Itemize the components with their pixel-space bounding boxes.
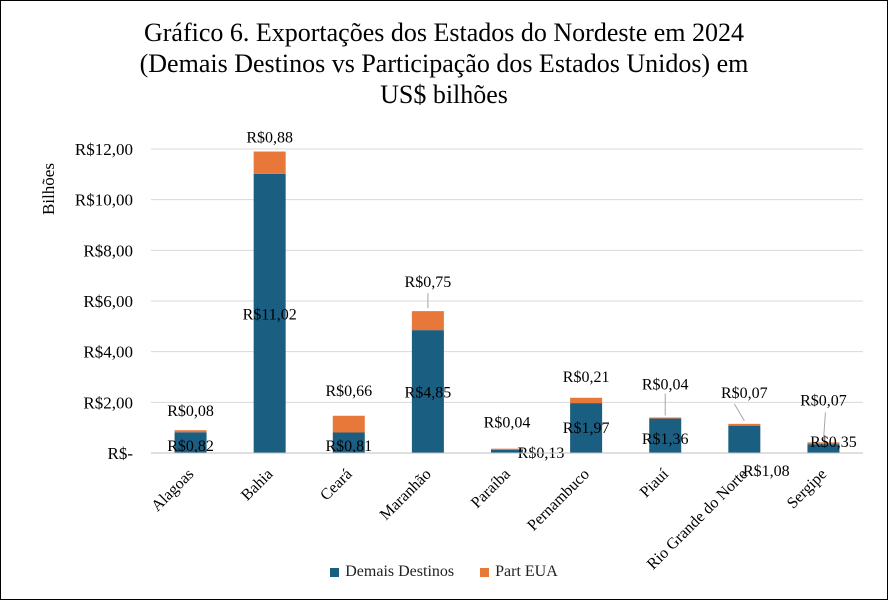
bar-demais-destinos (411, 330, 444, 453)
y-tick-label: R$8,00 (83, 241, 133, 260)
bar-part-eua (649, 417, 682, 419)
data-label-demais-destinos: R$1,08 (743, 463, 790, 480)
y-axis: R$- R$2,00 R$4,00 R$6,00 R$8,00 R$10,00 R$12,0… (75, 140, 133, 463)
chart-title: Gráfico 6. Exportações dos Estados do No… (1, 17, 887, 110)
legend-item-demais-destinos: Demais Destinos (330, 563, 454, 581)
bar-demais-destinos (807, 444, 840, 453)
data-label-part-eua: R$0,04 (484, 415, 531, 432)
x-tick-label: Sergipe (784, 466, 830, 512)
data-label-part-eua: R$0,66 (325, 383, 372, 400)
y-tick-label: R$4,00 (83, 343, 133, 362)
chart-title-line-2: (Demais Destinos vs Participação dos Est… (139, 49, 749, 78)
data-label-part-eua: R$0,08 (167, 403, 214, 420)
bar-part-eua (491, 448, 523, 450)
x-tick-label: Pernambuco (524, 466, 593, 535)
y-tick-label: R$2,00 (83, 393, 133, 412)
y-axis-label: Bilhões (39, 163, 58, 215)
bar-demais-destinos (253, 173, 286, 453)
y-tick-label: R$- (108, 444, 134, 463)
data-label-part-eua: R$0,21 (563, 369, 610, 386)
data-label-demais-destinos: R$11,02 (243, 306, 297, 323)
data-label-part-eua: R$0,75 (405, 274, 452, 291)
bar-demais-destinos (728, 425, 761, 453)
x-tick-label: Ceará (317, 466, 355, 504)
data-label-demais-destinos: R$4,85 (405, 385, 452, 402)
data-label-demais-destinos: R$0,35 (810, 434, 857, 451)
legend-swatch-part-eua (480, 567, 490, 577)
bar-demais-destinos (491, 449, 523, 453)
legend-label-part-eua: Part EUA (495, 563, 558, 580)
data-label-part-eua: R$0,88 (246, 130, 293, 147)
label-leader-line (733, 403, 745, 422)
x-tick-label: Paraíba (468, 466, 514, 512)
bar-part-eua (332, 415, 365, 433)
bar-part-eua (728, 423, 761, 426)
x-tick-label: Maranhão (377, 466, 435, 524)
legend-item-part-eua: Part EUA (480, 563, 558, 581)
data-label-part-eua: R$0,07 (800, 392, 847, 409)
bar-part-eua (253, 151, 286, 174)
bar-demais-destinos (174, 432, 207, 453)
legend: Demais Destinos Part EUA (1, 563, 887, 581)
data-label-demais-destinos: R$0,81 (325, 438, 372, 455)
bar-part-eua (411, 311, 444, 331)
x-tick-label: Alagoas (148, 466, 197, 515)
data-label-demais-destinos: R$1,97 (563, 420, 610, 437)
y-tick-label: R$6,00 (83, 292, 133, 311)
data-label-part-eua: R$0,07 (721, 385, 768, 402)
data-label-demais-destinos: R$0,82 (167, 438, 214, 455)
bar-demais-destinos (570, 403, 603, 453)
label-leader-line (822, 412, 826, 441)
chart-title-line-1: Gráfico 6. Exportações dos Estados do No… (143, 18, 745, 47)
legend-label-demais-destinos: Demais Destinos (345, 563, 455, 580)
data-label-part-eua: R$0,04 (642, 377, 689, 394)
legend-swatch-demais-destinos (330, 567, 340, 577)
data-labels: R$0,82 R$0,08 R$11,02 R$0,88 R$0,81 R$0,66 R$4… (167, 130, 857, 480)
x-tick-label: Piauí (637, 465, 673, 501)
bar-part-eua (570, 397, 603, 404)
bar-demais-destinos (649, 418, 682, 453)
data-label-demais-destinos: R$1,36 (642, 431, 689, 448)
bar-part-eua (174, 430, 207, 433)
bar-part-eua (807, 442, 840, 445)
chart-title-line-3: US$ bilhões (380, 80, 508, 109)
bar-demais-destinos (332, 432, 365, 453)
y-tick-label: R$10,00 (75, 191, 133, 210)
x-tick-label: Bahia (238, 466, 276, 504)
y-tick-label: R$12,00 (75, 140, 133, 159)
bars (174, 151, 840, 453)
